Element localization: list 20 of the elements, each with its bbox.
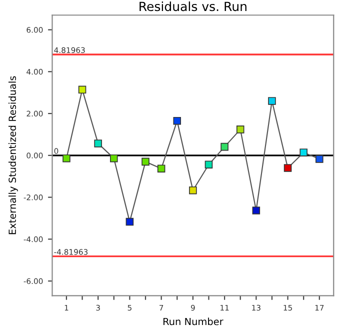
point xyxy=(126,218,134,226)
point xyxy=(110,154,118,162)
point xyxy=(142,158,150,166)
point xyxy=(236,126,244,134)
point xyxy=(300,148,308,156)
point xyxy=(204,160,213,169)
point xyxy=(220,142,228,151)
x-axis-title: Run Number xyxy=(163,318,224,326)
y-axis-title: Externally Studentized Residuals xyxy=(8,76,18,234)
point xyxy=(62,154,70,162)
point xyxy=(268,97,276,105)
point xyxy=(157,164,166,172)
point xyxy=(316,155,324,163)
point xyxy=(173,116,182,125)
chart-title: Residuals vs. Run xyxy=(140,1,246,12)
point xyxy=(78,86,86,94)
point xyxy=(94,140,102,148)
point xyxy=(189,186,197,194)
point xyxy=(284,164,292,172)
point xyxy=(252,206,260,214)
